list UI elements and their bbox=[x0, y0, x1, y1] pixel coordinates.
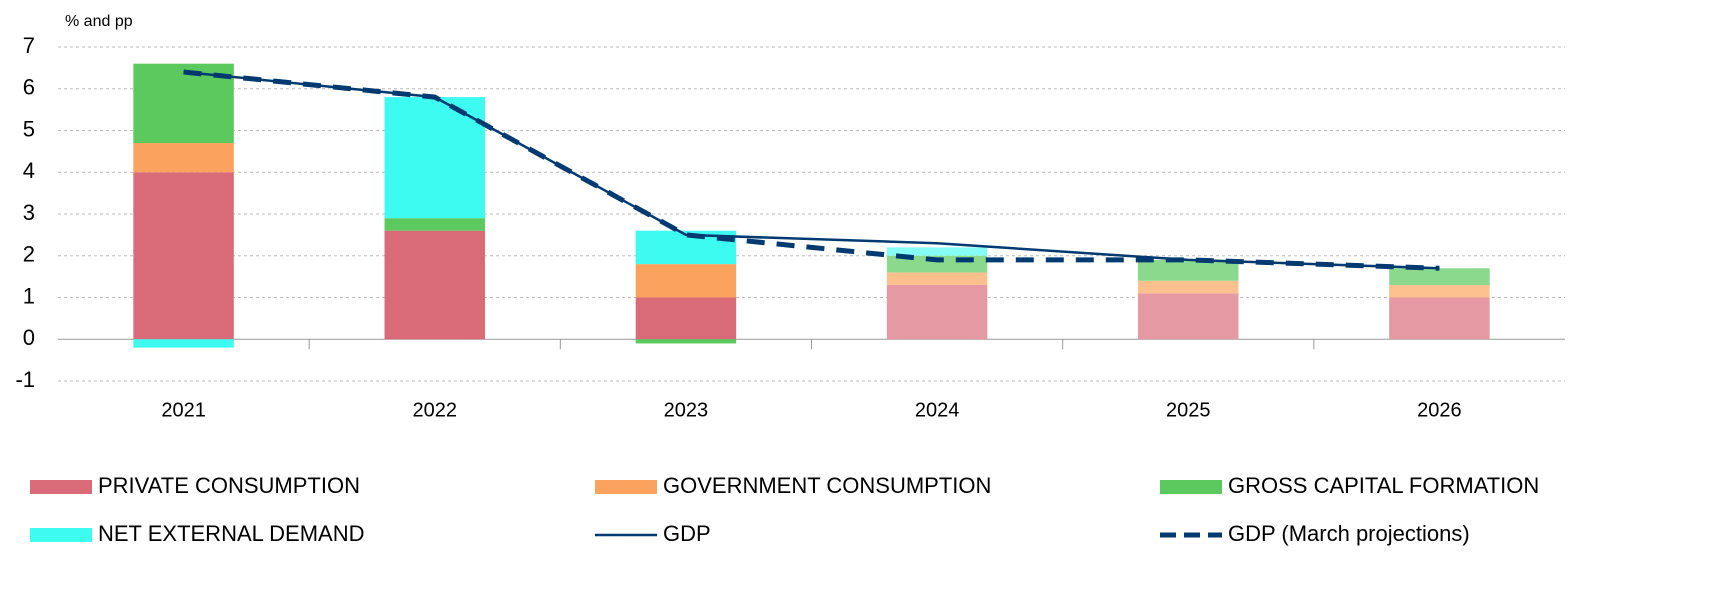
y-tick-label: 1 bbox=[23, 283, 35, 308]
y-tick-label: -1 bbox=[15, 367, 35, 392]
bar-segment bbox=[1389, 297, 1490, 340]
bar-segment bbox=[133, 143, 234, 173]
bar-segment bbox=[133, 172, 234, 340]
x-tick-label: 2023 bbox=[664, 399, 709, 421]
legend-swatch bbox=[30, 480, 92, 494]
x-tick-label: 2026 bbox=[1417, 399, 1462, 421]
bar-segment bbox=[1138, 259, 1239, 281]
bar-segment bbox=[1138, 293, 1239, 340]
y-tick-label: 2 bbox=[23, 242, 35, 267]
y-tick-label: 0 bbox=[23, 325, 35, 350]
legend-label: PRIVATE CONSUMPTION bbox=[98, 473, 360, 498]
legend-label: GROSS CAPITAL FORMATION bbox=[1228, 473, 1539, 498]
legend-label: GDP (March projections) bbox=[1228, 521, 1470, 546]
legend-label: GDP bbox=[663, 521, 711, 546]
bar-segment bbox=[886, 247, 988, 256]
bar-segment bbox=[635, 339, 737, 344]
bar-segment bbox=[886, 284, 988, 340]
y-tick-label: 7 bbox=[23, 33, 35, 58]
y-tick-label: 3 bbox=[23, 200, 35, 225]
x-tick-label: 2024 bbox=[915, 399, 960, 421]
y-tick-label: 4 bbox=[23, 158, 35, 183]
bar-segment bbox=[1389, 268, 1490, 285]
bar-segment bbox=[1138, 280, 1239, 294]
legend-label: GOVERNMENT CONSUMPTION bbox=[663, 473, 991, 498]
y-axis-label: % and pp bbox=[65, 13, 133, 30]
bar-segment bbox=[886, 272, 988, 285]
legend-label: NET EXTERNAL DEMAND bbox=[98, 521, 365, 546]
bar-segment bbox=[384, 218, 485, 231]
line-series bbox=[183, 69, 1440, 271]
bar-segment bbox=[635, 297, 737, 340]
y-tick-label: 6 bbox=[23, 75, 35, 100]
bar-segment bbox=[384, 230, 485, 340]
line-series bbox=[183, 70, 1440, 270]
bar-segment bbox=[133, 339, 234, 348]
x-tick-label: 2022 bbox=[413, 399, 458, 421]
bar-segment bbox=[384, 97, 485, 219]
legend-swatch bbox=[1160, 480, 1222, 494]
x-tick-label: 2025 bbox=[1166, 399, 1211, 421]
y-tick-label: 5 bbox=[23, 116, 35, 141]
bar-segment bbox=[635, 264, 737, 298]
legend-swatch bbox=[30, 528, 92, 542]
legend-swatch bbox=[595, 480, 657, 494]
x-tick-label: 2021 bbox=[161, 399, 206, 421]
bar-segment bbox=[1389, 284, 1490, 298]
